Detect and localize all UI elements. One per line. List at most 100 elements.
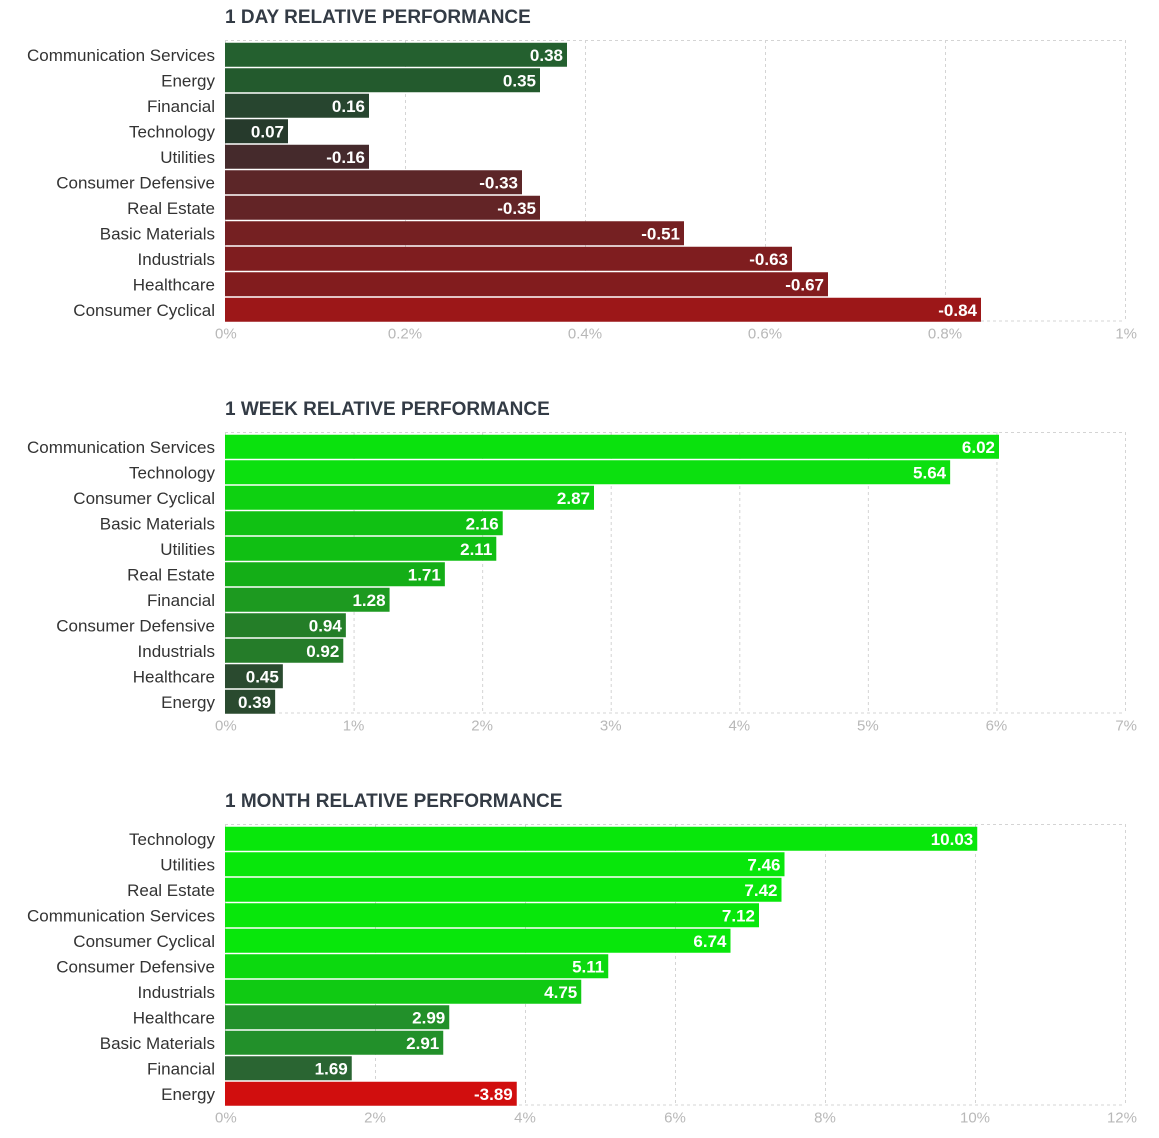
bar — [225, 852, 785, 877]
value-label: 2.91 — [406, 1034, 439, 1053]
bar — [225, 144, 369, 169]
bar — [225, 928, 731, 953]
bar — [225, 664, 283, 689]
value-label: 5.64 — [913, 463, 947, 482]
chart-panel-1: 1 DAY RELATIVE PERFORMANCE 0% 0.2% 0.4% 0.6%… — [27, 7, 1137, 343]
bar — [225, 272, 828, 297]
bar — [225, 689, 276, 714]
value-label: 7.12 — [722, 906, 755, 925]
x-tick-label: 10% — [960, 1110, 990, 1127]
category-label: Consumer Cyclical — [73, 489, 215, 508]
value-label: -3.89 — [474, 1085, 513, 1104]
x-tick-label: 8% — [814, 1110, 836, 1127]
category-label: Communication Services — [27, 906, 215, 925]
value-label: 0.35 — [503, 71, 536, 90]
bar — [225, 68, 540, 93]
category-label: Communication Services — [27, 46, 215, 65]
bar — [225, 485, 594, 510]
x-tick-label: 6% — [664, 1110, 686, 1127]
bar — [225, 511, 503, 536]
x-tick-label: 12% — [1107, 1110, 1137, 1127]
category-label: Basic Materials — [100, 224, 215, 243]
bar — [225, 587, 390, 612]
value-label: 7.46 — [747, 855, 780, 874]
x-tick-label: 4% — [514, 1110, 536, 1127]
value-label: 6.74 — [693, 932, 727, 951]
value-label: 2.99 — [412, 1008, 445, 1027]
x-tick-label: 2% — [471, 718, 493, 735]
category-label: Utilities — [160, 540, 215, 559]
x-tick-label: 1% — [343, 718, 365, 735]
category-label: Healthcare — [133, 667, 215, 686]
bar — [225, 826, 978, 851]
bar — [225, 979, 582, 1004]
x-tick-label: 0.2% — [388, 326, 422, 343]
bar — [225, 536, 497, 561]
bar — [225, 170, 522, 195]
bar — [225, 638, 344, 663]
value-label: 0.16 — [332, 97, 365, 116]
value-label: 4.75 — [544, 983, 577, 1002]
x-tick-label: 7% — [1115, 718, 1137, 735]
category-label: Real Estate — [127, 881, 215, 900]
bar — [225, 1081, 517, 1106]
bar — [225, 434, 999, 459]
value-label: -0.84 — [938, 301, 977, 320]
category-label: Basic Materials — [100, 514, 215, 533]
category-label: Financial — [147, 591, 215, 610]
x-tick-label: 0.8% — [928, 326, 962, 343]
category-label: Technology — [129, 830, 216, 849]
x-tick-label: 2% — [364, 1110, 386, 1127]
value-label: 0.94 — [309, 616, 343, 635]
category-label: Consumer Defensive — [56, 957, 215, 976]
category-label: Communication Services — [27, 438, 215, 457]
category-label: Utilities — [160, 855, 215, 874]
value-label: 0.07 — [251, 122, 284, 141]
value-label: 10.03 — [931, 830, 974, 849]
x-tick-label: 0.6% — [748, 326, 782, 343]
chart-title: 1 WEEK RELATIVE PERFORMANCE — [225, 399, 550, 420]
category-label: Energy — [161, 71, 215, 90]
category-label: Industrials — [138, 642, 215, 661]
value-label: -0.67 — [785, 275, 824, 294]
category-label: Real Estate — [127, 199, 215, 218]
value-label: 0.45 — [246, 667, 279, 686]
x-tick-label: 3% — [600, 718, 622, 735]
chart-panel-2: 1 WEEK RELATIVE PERFORMANCE 0% 1% 2% 3% 4% 5% 6… — [27, 399, 1137, 735]
category-label: Consumer Cyclical — [73, 932, 215, 951]
category-label: Healthcare — [133, 1008, 215, 1027]
category-label: Energy — [161, 693, 215, 712]
category-label: Utilities — [160, 148, 215, 167]
category-label: Industrials — [138, 250, 215, 269]
bar — [225, 460, 951, 485]
x-tick-label: 0% — [215, 718, 237, 735]
category-label: Technology — [129, 463, 216, 482]
category-label: Basic Materials — [100, 1034, 215, 1053]
category-label: Consumer Defensive — [56, 173, 215, 192]
value-label: 2.87 — [557, 489, 590, 508]
chart-panel-3: 1 MONTH RELATIVE PERFORMANCE 0% 2% 4% 6% 8% 10… — [27, 791, 1137, 1127]
bar — [225, 42, 567, 67]
value-label: 6.02 — [962, 438, 995, 457]
x-tick-label: 0.4% — [568, 326, 602, 343]
value-label: -0.35 — [497, 199, 536, 218]
bar — [225, 954, 609, 979]
category-label: Healthcare — [133, 275, 215, 294]
chart-title: 1 DAY RELATIVE PERFORMANCE — [225, 7, 531, 28]
value-label: 0.92 — [306, 642, 339, 661]
x-tick-label: 0% — [215, 1110, 237, 1127]
category-label: Real Estate — [127, 565, 215, 584]
bar — [225, 195, 540, 220]
bar — [225, 246, 792, 271]
x-tick-label: 4% — [728, 718, 750, 735]
value-label: 2.11 — [460, 540, 492, 559]
chart-title: 1 MONTH RELATIVE PERFORMANCE — [225, 791, 562, 812]
category-label: Consumer Cyclical — [73, 301, 215, 320]
category-label: Financial — [147, 1059, 215, 1078]
value-label: 0.38 — [530, 46, 563, 65]
category-label: Energy — [161, 1085, 215, 1104]
value-label: -0.63 — [749, 250, 788, 269]
x-tick-label: 1% — [1115, 326, 1137, 343]
